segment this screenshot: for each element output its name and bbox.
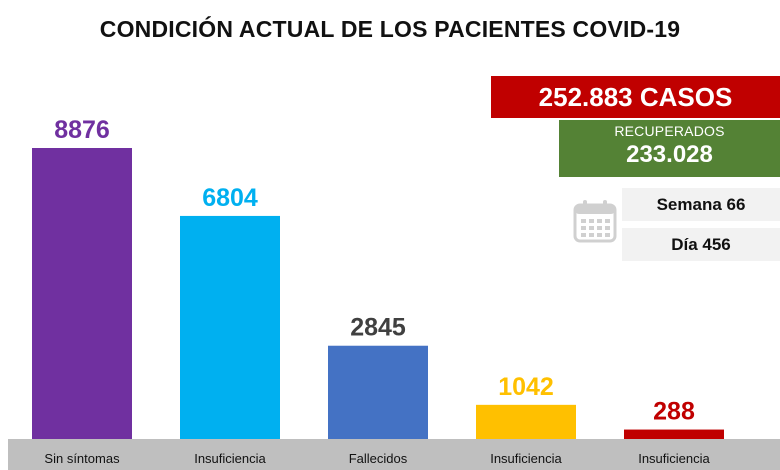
total-cases-badge: 252.883 CASOS [491, 76, 780, 118]
bar-2 [328, 345, 428, 439]
bar-0 [32, 148, 132, 439]
chart-title: CONDICIÓN ACTUAL DE LOS PACIENTES COVID-… [99, 16, 681, 42]
week-box: Semana 66 [622, 188, 780, 221]
bar-4 [624, 429, 724, 439]
recovered-badge: RECUPERADOS 233.028 [559, 120, 780, 177]
recovered-value: 233.028 [626, 141, 713, 168]
category-label-4: Insuficiencia [638, 451, 710, 466]
calendar-icon [573, 200, 617, 243]
bar-1 [180, 215, 280, 439]
category-label-3: Insuficiencia [490, 451, 562, 466]
x-axis [8, 439, 780, 470]
value-label-3: 1042 [498, 373, 554, 401]
value-label-1: 6804 [202, 184, 258, 212]
category-label-1: Insuficiencia [194, 451, 266, 466]
value-label-2: 2845 [350, 314, 406, 342]
value-label-4: 288 [653, 398, 695, 426]
value-label-0: 8876 [54, 116, 110, 144]
day-box: Día 456 [622, 228, 780, 261]
category-label-0: Sin síntomas [44, 451, 120, 466]
category-label-2: Fallecidos [349, 451, 408, 466]
recovered-label: RECUPERADOS [614, 123, 725, 139]
bar-3 [476, 404, 576, 439]
